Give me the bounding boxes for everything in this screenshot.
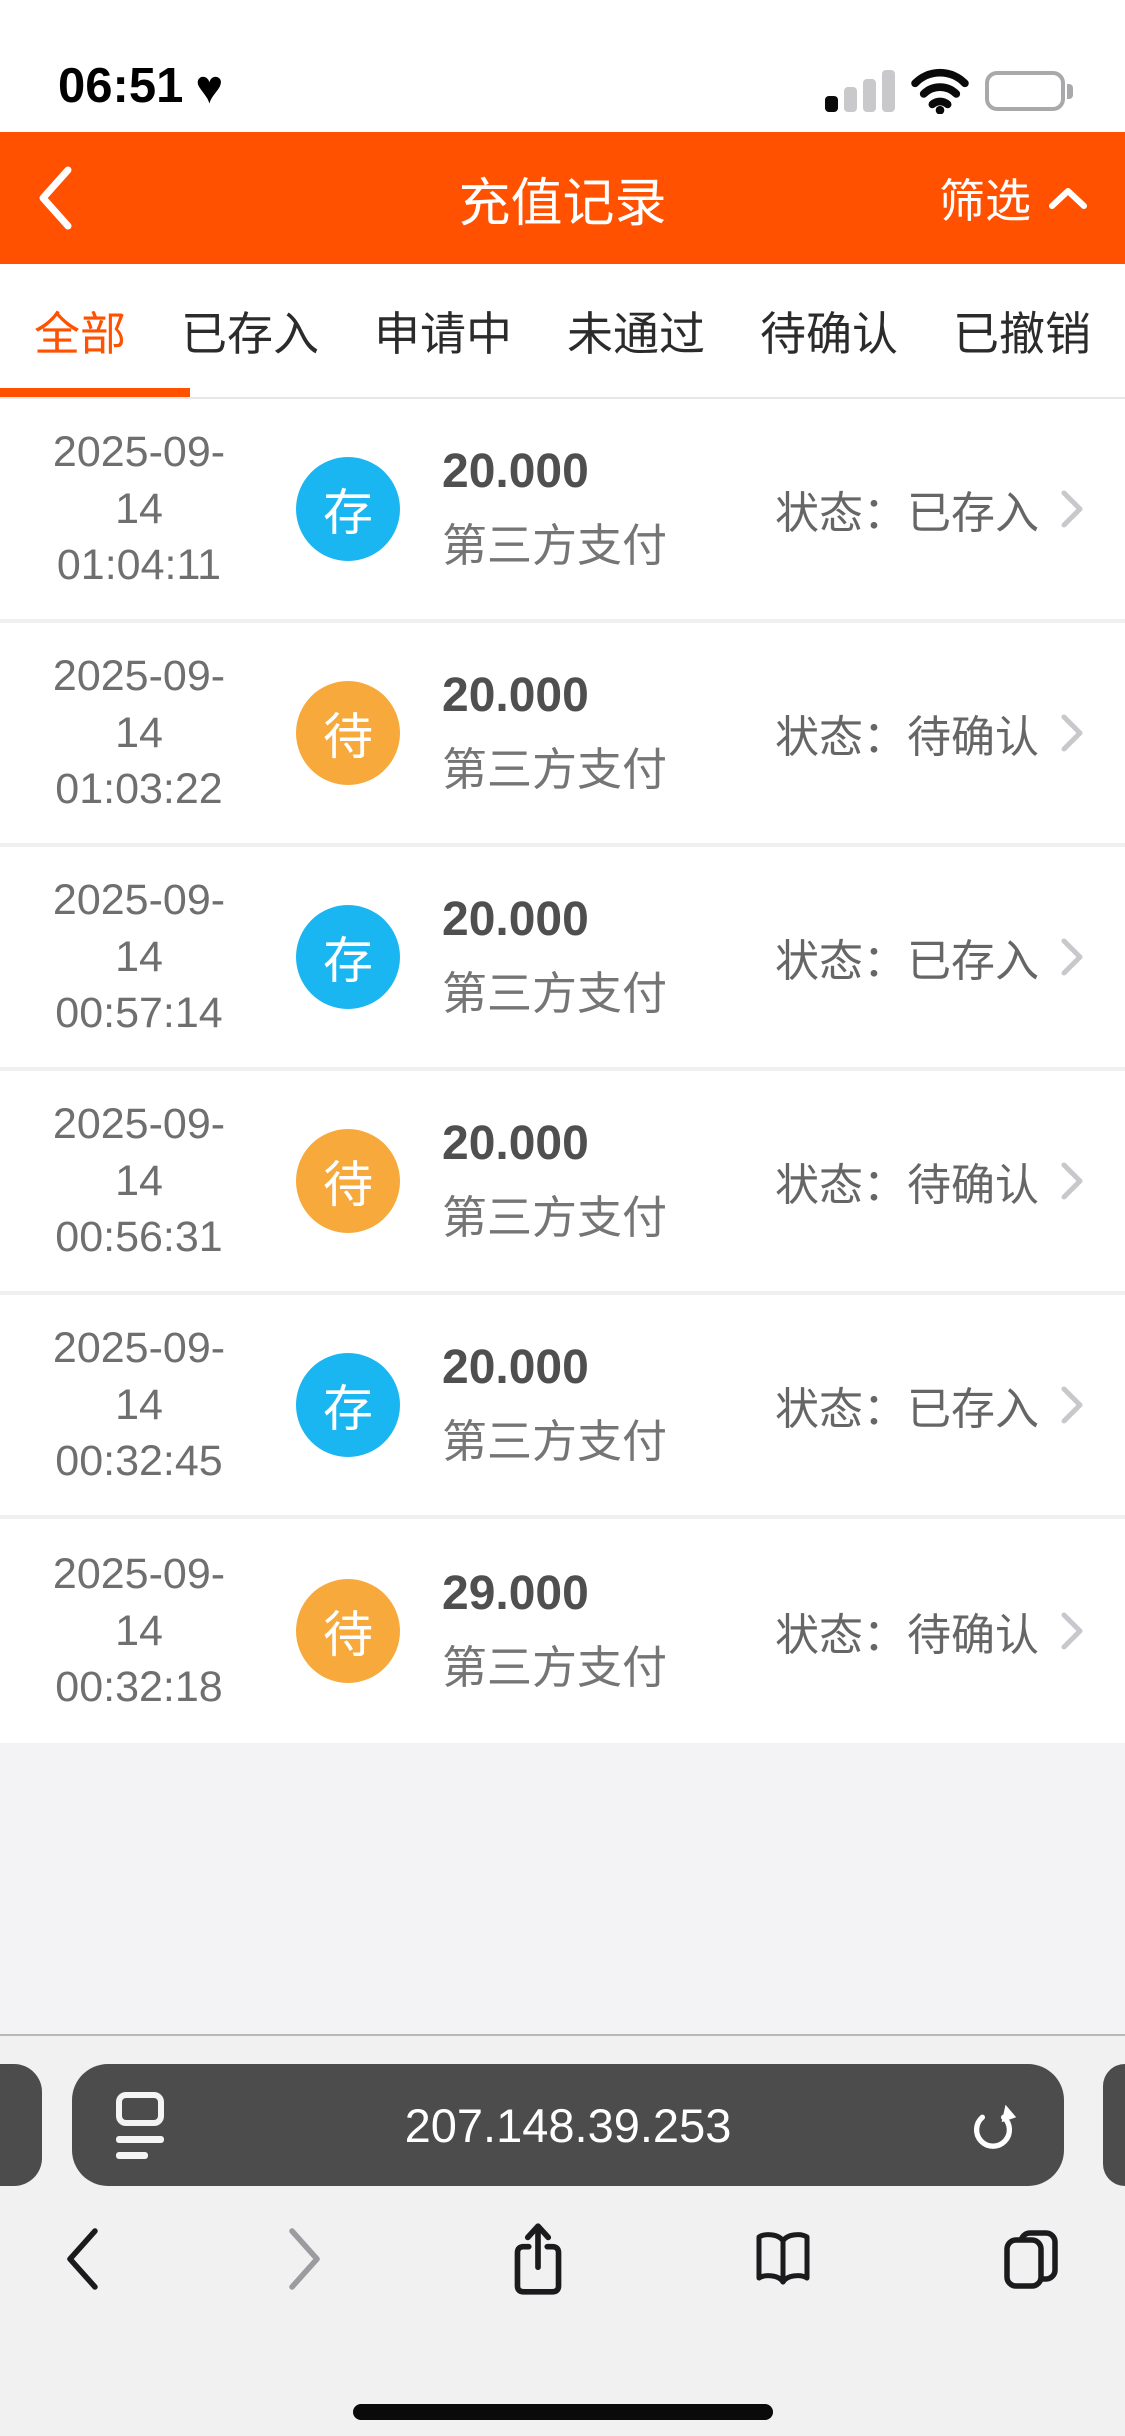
- chevron-right-icon: [1061, 714, 1083, 752]
- browser-chrome: 207.148.39.253: [0, 2034, 1125, 2436]
- record-status: 状态：已存入: [775, 1385, 1039, 1434]
- record-datetime: 2025-09-14 01:04:11: [52, 427, 226, 590]
- tab-all[interactable]: 全部: [34, 307, 126, 360]
- active-tab-indicator: [0, 388, 190, 397]
- record-datetime: 2025-09-14 01:03:22: [52, 651, 226, 814]
- address-bar-row: 207.148.39.253: [0, 2064, 1125, 2186]
- record-row[interactable]: 2025-09-14 00:32:45 存 20.000 第三方支付 状态：已存入: [0, 1295, 1125, 1519]
- record-amount: 20.000: [442, 1341, 589, 1394]
- record-status: 状态：已存入: [775, 489, 1039, 538]
- tab-cancelled[interactable]: 已撤销: [953, 307, 1091, 360]
- clock-time: 06:51: [58, 59, 184, 113]
- record-method: 第三方支付: [442, 744, 668, 795]
- previous-tab-peek[interactable]: [0, 2064, 42, 2186]
- battery-icon: [985, 71, 1073, 111]
- record-status: 状态：待确认: [775, 1161, 1039, 1210]
- status-right: [825, 68, 1073, 114]
- status-bar: 06:51 ♥: [0, 0, 1125, 132]
- record-status: 状态：待确认: [775, 1611, 1039, 1660]
- browser-back-button[interactable]: [62, 2226, 102, 2292]
- tab-applying[interactable]: 申请中: [374, 307, 512, 360]
- status-left: 06:51 ♥: [58, 58, 223, 114]
- wifi-icon: [911, 68, 969, 114]
- record-method: 第三方支付: [442, 968, 668, 1019]
- deposit-badge-icon: 存: [296, 905, 400, 1009]
- record-list: 2025-09-14 01:04:11 存 20.000 第三方支付 状态：已存入…: [0, 399, 1125, 1743]
- empty-area: [0, 1743, 1125, 2034]
- tab-rejected[interactable]: 未通过: [567, 307, 705, 360]
- chevron-right-icon: [1061, 1612, 1083, 1650]
- filter-button[interactable]: 筛选: [939, 165, 1089, 231]
- record-status: 状态：已存入: [775, 937, 1039, 986]
- tabs-icon[interactable]: [999, 2227, 1063, 2291]
- record-amount: 20.000: [442, 893, 589, 946]
- share-icon[interactable]: [509, 2220, 567, 2298]
- browser-toolbar: [0, 2220, 1125, 2298]
- record-status: 状态：待确认: [775, 713, 1039, 762]
- chevron-right-icon: [1061, 938, 1083, 976]
- chevron-right-icon: [1061, 490, 1083, 528]
- pending-badge-icon: 待: [296, 681, 400, 785]
- heart-icon: ♥: [195, 59, 224, 113]
- record-row[interactable]: 2025-09-14 00:32:18 待 29.000 第三方支付 状态：待确认: [0, 1519, 1125, 1743]
- tab-deposited[interactable]: 已存入: [181, 307, 319, 360]
- back-button[interactable]: [36, 158, 106, 238]
- deposit-badge-icon: 存: [296, 457, 400, 561]
- browser-forward-button[interactable]: [285, 2226, 325, 2292]
- bookmarks-icon[interactable]: [750, 2228, 816, 2290]
- record-datetime: 2025-09-14 00:32:18: [52, 1549, 226, 1712]
- reload-button[interactable]: [966, 2097, 1020, 2153]
- chevron-up-icon: [1049, 188, 1087, 209]
- record-row[interactable]: 2025-09-14 00:56:31 待 20.000 第三方支付 状态：待确认: [0, 1071, 1125, 1295]
- record-amount: 20.000: [442, 669, 589, 722]
- deposit-badge-icon: 存: [296, 1353, 400, 1457]
- pending-badge-icon: 待: [296, 1579, 400, 1683]
- address-bar[interactable]: 207.148.39.253: [72, 2064, 1064, 2186]
- record-datetime: 2025-09-14 00:57:14: [52, 875, 226, 1038]
- reader-view-icon[interactable]: [116, 2091, 164, 2159]
- filter-label: 筛选: [939, 175, 1031, 227]
- record-row[interactable]: 2025-09-14 00:57:14 存 20.000 第三方支付 状态：已存入: [0, 847, 1125, 1071]
- url-text: 207.148.39.253: [404, 2098, 732, 2152]
- record-datetime: 2025-09-14 00:56:31: [52, 1099, 226, 1262]
- record-method: 第三方支付: [442, 520, 668, 571]
- record-amount: 29.000: [442, 1567, 589, 1620]
- record-method: 第三方支付: [442, 1192, 668, 1243]
- chevron-right-icon: [1061, 1162, 1083, 1200]
- tab-pending[interactable]: 待确认: [760, 307, 898, 360]
- record-amount: 20.000: [442, 445, 589, 498]
- record-datetime: 2025-09-14 00:32:45: [52, 1323, 226, 1486]
- app-header: 充值记录 筛选: [0, 132, 1125, 264]
- tab-bar: 全部 已存入 申请中 未通过 待确认 已撤销: [0, 264, 1125, 399]
- record-amount: 20.000: [442, 1117, 589, 1170]
- home-indicator[interactable]: [352, 2404, 773, 2420]
- chevron-right-icon: [1061, 1386, 1083, 1424]
- cellular-signal-icon: [825, 70, 895, 112]
- next-tab-peek[interactable]: [1103, 2064, 1125, 2186]
- record-row[interactable]: 2025-09-14 01:04:11 存 20.000 第三方支付 状态：已存入: [0, 399, 1125, 623]
- pending-badge-icon: 待: [296, 1129, 400, 1233]
- record-method: 第三方支付: [442, 1416, 668, 1467]
- record-row[interactable]: 2025-09-14 01:03:22 待 20.000 第三方支付 状态：待确认: [0, 623, 1125, 847]
- record-method: 第三方支付: [442, 1642, 668, 1693]
